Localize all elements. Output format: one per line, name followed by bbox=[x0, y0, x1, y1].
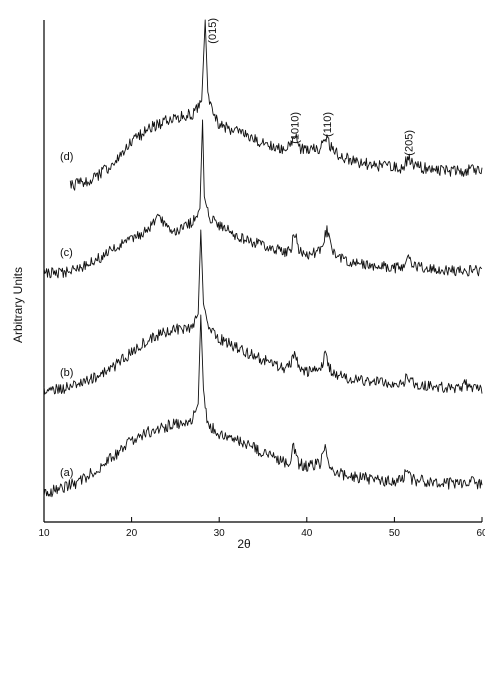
x-tick-label: 50 bbox=[389, 528, 401, 539]
x-ticks: 10 20 30 40 50 60 bbox=[38, 517, 485, 539]
x-tick-label: 40 bbox=[301, 528, 313, 539]
curve-label: (a) bbox=[60, 467, 73, 479]
xrd-trace-0 bbox=[69, 19, 483, 191]
x-tick-label: 60 bbox=[476, 528, 485, 539]
peak-labels: (015) (1010) (110) (205) bbox=[207, 18, 415, 156]
peak-label: (015) bbox=[207, 18, 219, 44]
peak-label: (110) bbox=[322, 112, 334, 137]
curve-labels: (d) (c) (b) (a) bbox=[60, 151, 73, 479]
x-tick-label: 10 bbox=[38, 528, 50, 539]
xrd-trace-1 bbox=[43, 119, 483, 279]
curve-label: (b) bbox=[60, 367, 73, 379]
curve-label: (c) bbox=[60, 247, 73, 259]
peak-label: (205) bbox=[403, 130, 415, 156]
x-axis-label: 2θ bbox=[237, 537, 251, 551]
plot-frame bbox=[43, 20, 482, 523]
traces bbox=[43, 19, 483, 498]
x-tick-label: 30 bbox=[214, 528, 226, 539]
peak-label: (1010) bbox=[290, 112, 302, 144]
xrd-trace-2 bbox=[43, 229, 483, 395]
x-tick-label: 20 bbox=[126, 528, 138, 539]
y-axis-label: Arbitrary Units bbox=[11, 267, 25, 343]
curve-label: (d) bbox=[60, 151, 73, 163]
xrd-trace-3 bbox=[43, 314, 483, 498]
